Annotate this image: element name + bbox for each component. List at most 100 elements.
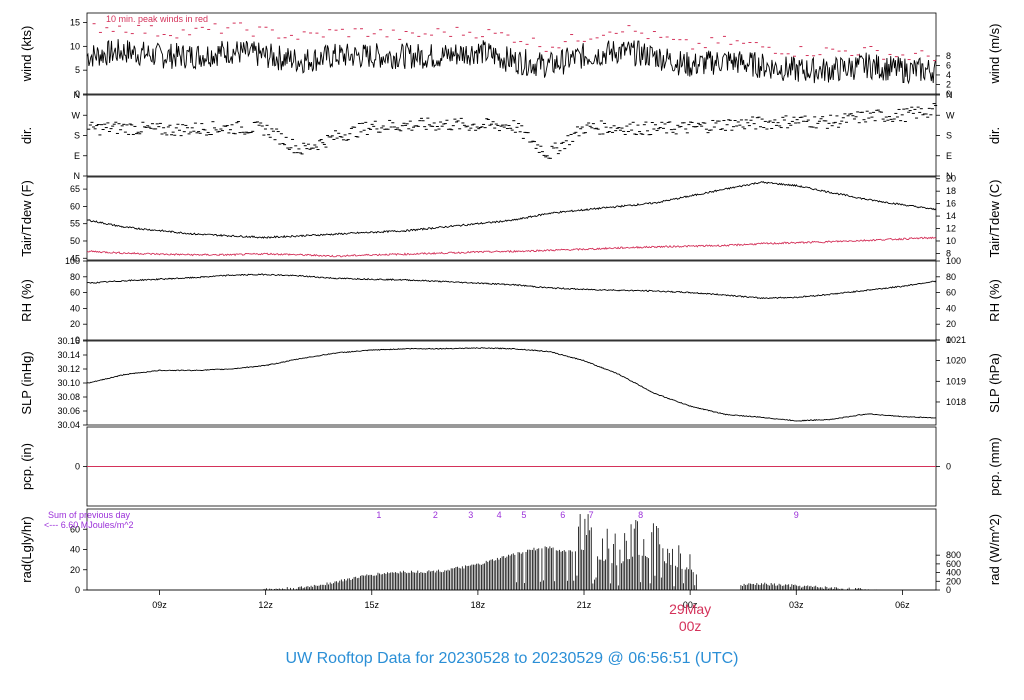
left-tick-label: 30.14	[57, 350, 80, 360]
x-tick-label: 03z	[789, 600, 804, 610]
left-tick-label: 20	[70, 565, 80, 575]
right-tick-label: 0	[946, 335, 951, 345]
right-tick-label: 18	[946, 186, 956, 196]
left-tick-label: 0	[75, 462, 80, 472]
left-axis-label: rad(Lgly/hr)	[19, 516, 34, 582]
left-tick-label: E	[74, 151, 80, 161]
right-tick-label: 8	[946, 51, 951, 61]
right-axis-label: dir.	[987, 127, 1002, 144]
right-tick-label: E	[946, 151, 952, 161]
radiation-hour-mark: 7	[589, 510, 594, 520]
panel-temperature: 45 50 55 60 65 8 10 12 14 16 18 20 Tair/Tdew (F) Tair…	[19, 174, 1002, 264]
figure-title: UW Rooftop Data for 20230528 to 20230529…	[285, 650, 739, 667]
left-tick-label: 40	[70, 545, 80, 555]
left-tick-label: 5	[75, 65, 80, 75]
right-tick-label: 800	[946, 550, 961, 560]
right-tick-label: 0	[946, 585, 951, 595]
right-tick-label: 200	[946, 576, 961, 586]
left-axis-label: SLP (inHg)	[19, 351, 34, 414]
right-tick-label: 1018	[946, 397, 966, 407]
right-axis-label: Tair/Tdew (C)	[987, 179, 1002, 257]
left-axis-label: Tair/Tdew (F)	[19, 180, 34, 257]
x-tick-label: 00z	[683, 600, 698, 610]
right-tick-label: 8	[946, 248, 951, 258]
right-tick-label: 80	[946, 272, 956, 282]
panel-pressure: 30.04 30.06 30.08 30.10 30.12 30.14 30.16 1018 1…	[19, 335, 1002, 430]
left-tick-label: 60	[70, 288, 80, 298]
right-tick-label: 20	[946, 174, 956, 184]
left-axis-label: wind (kts)	[19, 26, 34, 83]
right-tick-label: 40	[946, 303, 956, 313]
left-tick-label: 30.10	[57, 378, 80, 388]
left-tick-label: 30.16	[57, 336, 80, 346]
left-tick-label: 60	[70, 524, 80, 534]
right-tick-label: 4	[946, 70, 951, 80]
left-axis-label: pcp. (in)	[19, 443, 34, 490]
left-tick-label: 80	[70, 272, 80, 282]
x-tick-label: 09z	[152, 600, 167, 610]
x-tick-label: 18z	[471, 600, 486, 610]
right-tick-label: 0	[946, 462, 951, 472]
series-dew-point	[86, 236, 937, 258]
right-tick-label: 6	[946, 60, 951, 70]
panel-frame	[86, 260, 937, 341]
panel-frame	[86, 12, 937, 95]
right-tick-label: 600	[946, 559, 961, 569]
left-tick-label: N	[74, 171, 81, 181]
x-tick-label: 15z	[365, 600, 380, 610]
panel-frame	[86, 176, 937, 261]
right-tick-label: 16	[946, 199, 956, 209]
peak-wind-note: 10 min. peak winds in red	[106, 14, 208, 24]
daily-sum-value: <--- 6.60 MJoules/m^2	[44, 520, 134, 530]
left-tick-label: 65	[70, 184, 80, 194]
right-tick-label: N	[946, 90, 953, 100]
left-axis-label: dir.	[19, 127, 34, 144]
radiation-hour-mark: 9	[794, 510, 799, 520]
right-tick-label: 400	[946, 568, 961, 578]
right-axis-label: rad (W/m^2)	[987, 514, 1002, 585]
x-tick-label: 21z	[577, 600, 592, 610]
right-axis-label: SLP (hPa)	[987, 353, 1002, 413]
left-tick-label: N	[74, 90, 81, 100]
left-tick-label: 0	[75, 89, 80, 99]
left-tick-label: 100	[65, 256, 80, 266]
right-axis-label: pcp. (mm)	[987, 437, 1002, 496]
left-tick-label: W	[72, 110, 81, 120]
x-tick-label: 12z	[258, 600, 273, 610]
panel-frame	[86, 94, 937, 177]
left-tick-label: 30.04	[57, 420, 80, 430]
right-tick-label: 1019	[946, 376, 966, 386]
right-tick-label: 20	[946, 319, 956, 329]
panel-precip: 0 0 pcp. (in) pcp. (mm)	[19, 426, 1002, 507]
right-tick-label: 1021	[946, 335, 966, 345]
right-tick-label: 2	[946, 79, 951, 89]
left-tick-label: 0	[75, 585, 80, 595]
radiation-hour-mark: 1	[376, 510, 381, 520]
series-rh	[86, 273, 937, 300]
panel-humidity: 0 20 40 60 80 100 0 20 40 60 80 100 RH (%) RH (%)	[19, 256, 1002, 345]
right-tick-label: 10	[946, 236, 956, 246]
daily-sum-label: Sum of previous day	[48, 510, 131, 520]
right-tick-label: 12	[946, 224, 956, 234]
x-tick-label: 06z	[895, 600, 910, 610]
left-tick-label: 55	[70, 219, 80, 229]
left-tick-label: 45	[70, 253, 80, 263]
date-change-time: 00z	[679, 618, 702, 634]
left-tick-label: 40	[70, 303, 80, 313]
right-tick-label: N	[946, 171, 953, 181]
left-tick-label: 50	[70, 236, 80, 246]
left-tick-label: 10	[70, 41, 80, 51]
radiation-hour-mark: 3	[468, 510, 473, 520]
right-tick-label: 14	[946, 211, 956, 221]
series-slp	[86, 347, 937, 422]
left-tick-label: 30.08	[57, 392, 80, 402]
radiation-hour-mark: 5	[521, 510, 526, 520]
radiation-hour-mark: 2	[433, 510, 438, 520]
left-tick-label: S	[74, 131, 80, 141]
left-tick-label: 60	[70, 201, 80, 211]
left-tick-label: 30.12	[57, 364, 80, 374]
